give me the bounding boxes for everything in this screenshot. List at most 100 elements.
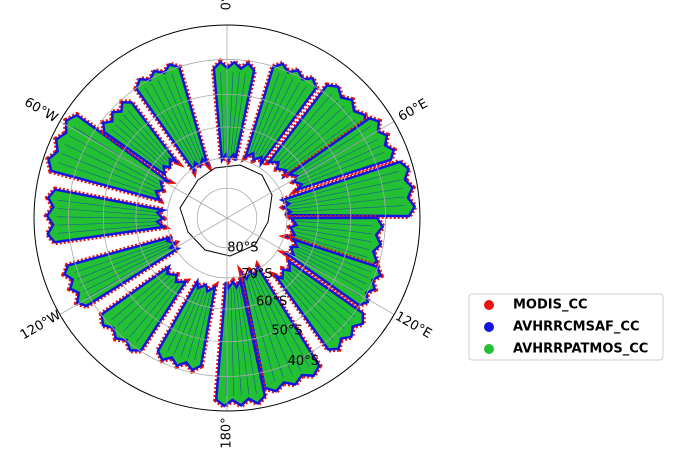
swath-track bbox=[289, 270, 351, 324]
swath-track bbox=[73, 126, 161, 182]
swath-track bbox=[194, 292, 211, 361]
lon-tick-label: 120°W bbox=[18, 308, 64, 343]
swath bbox=[134, 62, 210, 174]
swath-track bbox=[233, 73, 246, 155]
swath-track bbox=[298, 138, 378, 180]
swath bbox=[212, 60, 256, 164]
swath-track bbox=[252, 276, 293, 376]
swath-track bbox=[230, 72, 240, 155]
swath-track bbox=[297, 246, 369, 279]
swath-track bbox=[69, 135, 160, 185]
swath-track bbox=[291, 267, 356, 318]
swath-track bbox=[289, 179, 401, 204]
swath-track bbox=[255, 78, 294, 155]
swath bbox=[286, 116, 396, 193]
legend-marker bbox=[484, 300, 494, 310]
lat-tick-label: 40°S bbox=[288, 354, 319, 369]
map-boundary bbox=[33, 24, 421, 412]
swath-track bbox=[187, 291, 208, 359]
legend-label: MODIS_CC bbox=[513, 298, 588, 313]
swath-track bbox=[57, 221, 158, 226]
lon-grid-line bbox=[226, 217, 395, 315]
swath-track bbox=[257, 273, 310, 368]
swath-track bbox=[116, 276, 170, 327]
swath-track bbox=[79, 245, 170, 286]
swath-track bbox=[294, 234, 368, 258]
swath-track bbox=[129, 281, 176, 338]
swath-track bbox=[296, 224, 373, 235]
swath-track bbox=[295, 126, 371, 174]
swath-track bbox=[171, 74, 203, 159]
swath bbox=[283, 216, 385, 270]
swath-track bbox=[228, 72, 234, 155]
swath-track bbox=[288, 171, 399, 202]
swath-track bbox=[250, 73, 280, 153]
swath-track bbox=[111, 273, 168, 320]
swath-track bbox=[287, 273, 345, 330]
swath-track bbox=[246, 278, 276, 382]
lon-grid-line bbox=[226, 121, 395, 219]
swath-track bbox=[296, 221, 373, 227]
swath-track bbox=[114, 124, 164, 167]
swath-track bbox=[301, 152, 384, 185]
legend-label: AVHRRPATMOS_CC bbox=[513, 342, 648, 357]
swath bbox=[156, 277, 217, 372]
swath-track bbox=[258, 82, 301, 156]
swath-track bbox=[64, 144, 158, 188]
legend: MODIS_CC AVHRRCMSAF_CC AVHRRPATMOS_CC bbox=[484, 298, 648, 357]
swath-track bbox=[282, 278, 334, 341]
swath bbox=[282, 237, 383, 307]
swath-track bbox=[61, 153, 157, 192]
lat-tick-label: 50°S bbox=[271, 323, 302, 338]
swath-track bbox=[74, 240, 168, 273]
legend-box bbox=[468, 293, 664, 361]
swath-track bbox=[290, 205, 405, 213]
swath-track bbox=[296, 249, 367, 285]
swath-track bbox=[290, 196, 404, 210]
lon-grid-line bbox=[59, 217, 228, 315]
swath-track bbox=[289, 188, 403, 207]
swath-track bbox=[57, 162, 155, 196]
swath-track bbox=[173, 289, 202, 355]
swath-track bbox=[220, 72, 225, 155]
swath-track bbox=[286, 119, 356, 171]
swath-track bbox=[300, 145, 382, 182]
swath-track bbox=[275, 93, 332, 160]
swath-track bbox=[283, 112, 351, 168]
lon-tick-label: 60°E bbox=[396, 96, 431, 125]
swath-track bbox=[118, 119, 166, 164]
swath-track bbox=[281, 106, 345, 165]
lat-tick-label: 60°S bbox=[256, 294, 287, 309]
swath-track bbox=[56, 216, 158, 219]
legend-label: AVHRRCMSAF_CC bbox=[513, 320, 640, 335]
lon-tick-label: 60°W bbox=[22, 95, 61, 126]
swath-track bbox=[284, 275, 340, 336]
swath-track bbox=[157, 80, 198, 162]
swath-track bbox=[57, 224, 158, 234]
swath-track bbox=[57, 208, 158, 216]
swath-track bbox=[164, 76, 201, 161]
swath-track bbox=[122, 279, 173, 332]
swath-track bbox=[278, 99, 339, 163]
legend-marker bbox=[484, 322, 494, 332]
lat-tick-label: 70°S bbox=[241, 267, 272, 282]
lat-tick-label: 80°S bbox=[227, 240, 258, 255]
swath-track bbox=[298, 243, 372, 273]
swath-track bbox=[82, 247, 171, 292]
swath-layer bbox=[43, 58, 419, 410]
lon-tick-label: 120°E bbox=[392, 309, 434, 342]
coastline bbox=[179, 164, 273, 257]
swath-track bbox=[110, 128, 162, 169]
swath-track bbox=[144, 87, 193, 165]
swath-track bbox=[76, 243, 169, 280]
swath-track bbox=[127, 110, 171, 160]
lon-tick-label: 180° bbox=[220, 417, 235, 448]
swath-track bbox=[255, 275, 302, 372]
swath-track bbox=[249, 277, 284, 379]
swath-track bbox=[180, 290, 205, 357]
swath-track bbox=[296, 228, 372, 243]
swath-track bbox=[57, 199, 158, 213]
swath-track bbox=[151, 83, 196, 163]
swath-track bbox=[135, 284, 180, 343]
